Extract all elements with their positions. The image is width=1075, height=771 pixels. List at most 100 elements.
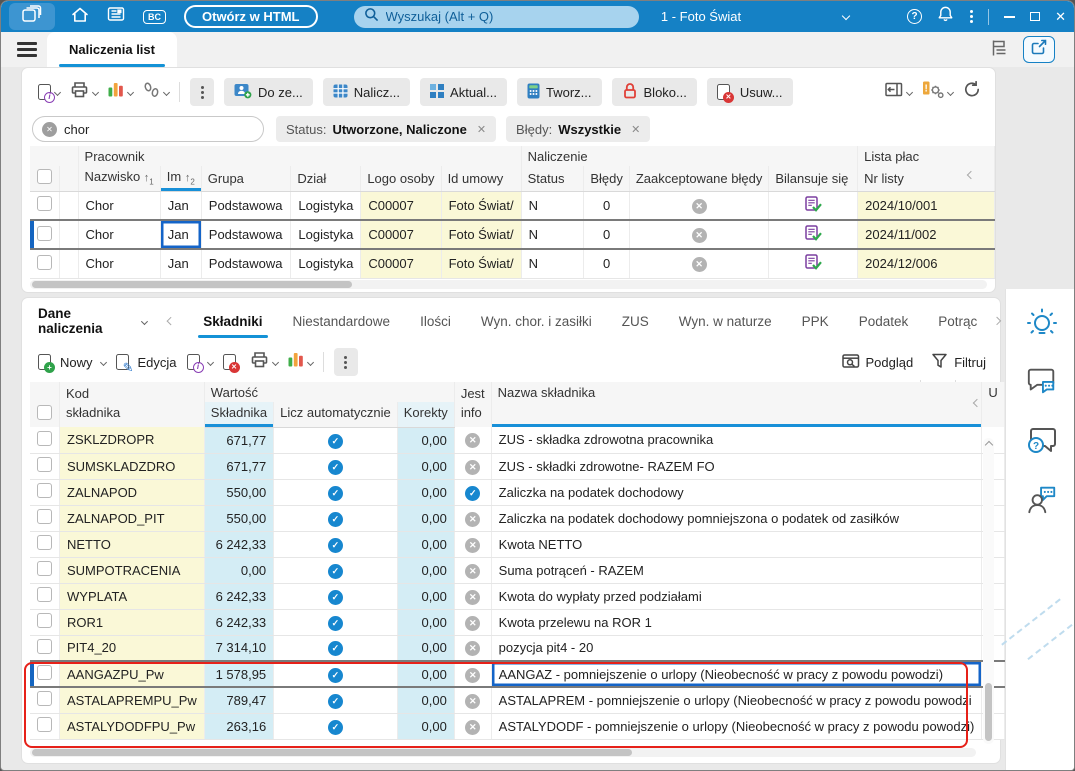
row-checkbox[interactable] [30,453,60,480]
cell-korekty[interactable]: 0,00 [397,635,455,662]
column-header-grupa[interactable]: Grupa [201,166,292,192]
upper-horizontal-scrollbar[interactable] [30,280,987,289]
cell-kod-skladnika[interactable]: ZSKLZDROPR [59,427,205,454]
filter-chip[interactable]: Błędy: Wszystkie [506,116,651,142]
cell-bilansuje-sie[interactable] [768,249,859,279]
news-button[interactable] [101,3,131,30]
cell-licz-automatycznie[interactable] [273,609,398,636]
cell-jest-info[interactable] [454,531,492,558]
grid-search-field[interactable] [32,116,264,142]
cell-licz-automatycznie[interactable] [273,635,398,662]
cell-wartosc-skladnika[interactable]: 263,16 [204,713,275,740]
audit-trail-tool[interactable] [143,82,171,103]
dock-panel-tool[interactable] [885,82,914,102]
clear-search-icon[interactable] [42,121,57,137]
column-header-id-umowy[interactable]: Id umowy [441,166,522,192]
cell-jest-info[interactable] [454,713,492,740]
column-header-skladnika[interactable]: Składnika [204,402,275,428]
chevron-down-icon[interactable] [162,88,171,96]
minimize-button[interactable] [1004,15,1016,18]
open-in-html-button[interactable]: Otwórz w HTML [184,5,318,28]
details-tab[interactable]: Potrąc [923,304,992,338]
lower-horizontal-scrollbar[interactable] [30,748,976,757]
column-header-bilansuje-sie[interactable]: Bilansuje się [768,166,859,192]
grid-search-input[interactable] [64,121,254,137]
help-icon[interactable]: ? [907,9,923,24]
cell-jest-info[interactable] [454,660,492,688]
cell-nazwa-skladnika[interactable]: ASTALAPREM - pomniejszenie o urlopy (Nie… [491,687,983,714]
details-info-tool[interactable] [186,354,214,373]
cell-kod-skladnika[interactable]: PIT4_20 [59,635,205,662]
component-row[interactable]: WYPLATA 6 242,33 0,00 Kwota do wypłaty p… [30,583,1005,610]
cell-imie[interactable]: Jan [160,249,202,279]
cell-licz-automatycznie[interactable] [273,583,398,610]
cell-kod-skladnika[interactable]: SUMPOTRACENIA [59,557,205,584]
row-checkbox[interactable] [30,505,60,532]
cell-korekty[interactable]: 0,00 [397,609,455,636]
cell-wartosc-skladnika[interactable]: 6 242,33 [204,609,275,636]
cell-kod-skladnika[interactable]: NETTO [59,531,205,558]
cell-licz-automatycznie[interactable] [273,531,398,558]
close-button[interactable] [1055,10,1066,23]
cell-korekty[interactable]: 0,00 [397,660,455,688]
cell-status[interactable]: N [521,219,585,250]
chat-icon[interactable] [1026,365,1058,397]
chip-remove-icon[interactable] [477,123,486,136]
cell-jest-info[interactable] [454,583,492,610]
row-checkbox[interactable] [30,609,60,636]
column-header-jest-info[interactable]: Jest info [454,382,492,427]
row-checkbox[interactable] [30,557,60,584]
delete-button[interactable]: Usuw... [706,78,793,106]
column-header-status[interactable]: Status [521,166,585,192]
cell-bilansuje-sie[interactable] [768,191,859,221]
cell-nazwa-skladnika[interactable]: ZUS - składki zdrowotne- RAZEM FO [491,453,983,480]
cell-bledy[interactable]: 0 [583,191,630,221]
cell-korekty[interactable]: 0,00 [397,505,455,532]
column-header-dzial[interactable]: Dział [290,166,362,192]
cell-nazwa-skladnika[interactable]: Kwota NETTO [491,531,983,558]
cell-grupa[interactable]: Podstawowa [201,219,292,250]
cell-grupa[interactable]: Podstawowa [201,191,292,221]
cell-licz-automatycznie[interactable] [273,427,398,454]
cell-nazwa-skladnika[interactable]: Kwota przelewu na ROR 1 [491,609,983,636]
cell-kod-skladnika[interactable]: ASTALYDODFPU_Pw [59,713,205,740]
cell-wartosc-skladnika[interactable]: 550,00 [204,505,275,532]
cell-id-umowy[interactable]: Foto Świat/ [441,191,522,221]
scrollbar-thumb[interactable] [32,749,632,756]
details-tab[interactable]: Wyn. w naturze [664,304,787,338]
cell-id-umowy[interactable]: Foto Świat/ [441,219,522,250]
cell-kod-skladnika[interactable]: ROR1 [59,609,205,636]
edit-button[interactable]: Edycja [115,354,177,370]
cell-logo-osoby[interactable]: C00007 [360,219,442,250]
cell-nazwa-skladnika[interactable]: AANGAZ - pomniejszenie o urlopy (Nieobec… [491,660,983,688]
cell-nazwa-skladnika[interactable]: Zaliczka na podatek dochodowy [491,479,983,506]
cell-nazwisko[interactable]: Chor [78,191,161,221]
refresh-icon[interactable] [963,80,981,103]
app-logo-button[interactable] [9,3,55,30]
component-row[interactable]: SUMSKLADZDRO 671,77 0,00 ZUS - składki z… [30,453,1005,480]
chevron-down-icon[interactable] [99,358,107,366]
vertical-scrollbar[interactable] [983,438,994,744]
bc-badge[interactable]: BC [143,9,166,24]
cell-licz-automatycznie[interactable] [273,479,398,506]
scrollbar-thumb[interactable] [32,281,352,288]
cell-wartosc-skladnika[interactable]: 550,00 [204,479,275,506]
select-all-checkbox[interactable] [30,382,60,427]
delete-document-icon[interactable] [222,354,240,373]
help-chat-icon[interactable]: ? [1026,425,1058,457]
payroll-row[interactable]: Chor Jan Podstawowa Logistyka C00007 Fot… [30,191,995,221]
filter-button[interactable]: Filtruj [931,353,986,372]
chip-remove-icon[interactable] [631,123,640,136]
component-row[interactable]: ROR1 6 242,33 0,00 Kwota przelewu na ROR… [30,609,1005,636]
cell-dzial[interactable]: Logistyka [290,219,362,250]
chevron-down-icon[interactable] [206,358,214,366]
company-chevron-down-icon[interactable] [841,11,851,21]
cell-zaakceptowane-bledy[interactable] [629,219,770,250]
column-header-kod-skladnika[interactable]: Kod składnika [59,382,205,427]
cell-korekty[interactable]: 0,00 [397,687,455,714]
row-checkbox[interactable] [30,531,60,558]
filter-chip[interactable]: Status: Utworzone, Naliczone [276,116,497,142]
details-tab[interactable]: PPK [787,304,844,338]
cell-licz-automatycznie[interactable] [273,660,398,688]
scrollbar-thumb[interactable] [985,683,992,741]
